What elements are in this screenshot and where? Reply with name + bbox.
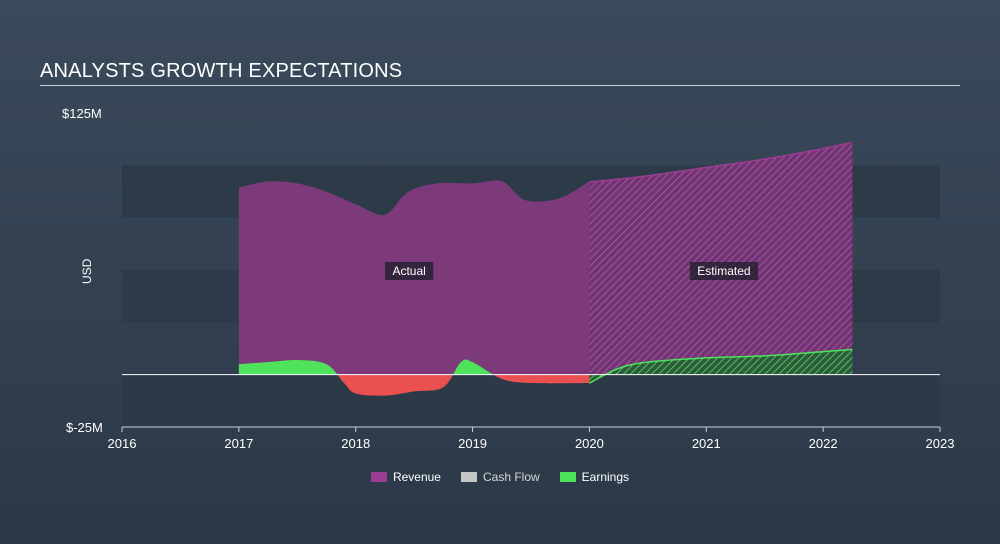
- legend-item-earnings[interactable]: Earnings: [559, 470, 630, 484]
- region-tag-actual: Actual: [392, 264, 425, 278]
- legend-label-revenue: Revenue: [392, 470, 441, 484]
- revenue-line-actual: [238, 180, 590, 217]
- legend-swatch-revenue: [370, 472, 387, 482]
- x-tick-label-2016: 2016: [108, 436, 137, 451]
- title-divider: [40, 85, 960, 86]
- earnings-area-estimated: [589, 349, 853, 384]
- legend-swatch-cash-flow: [460, 472, 477, 482]
- revenue-area-estimated: [589, 142, 853, 375]
- legend-label-cash-flow: Cash Flow: [482, 470, 540, 484]
- earnings-line-estimated: [589, 348, 853, 384]
- x-tick-label-2022: 2022: [809, 436, 838, 451]
- legend-item-revenue[interactable]: Revenue: [370, 470, 441, 484]
- region-tag-bg-estimated: [689, 262, 759, 280]
- x-tick-label-2023: 2023: [926, 436, 955, 451]
- chart-legend: Revenue Cash Flow Earnings: [0, 470, 1000, 484]
- x-tick-label-2017: 2017: [224, 436, 253, 451]
- legend-item-cash-flow[interactable]: Cash Flow: [460, 470, 540, 484]
- legend-swatch-earnings: [559, 472, 576, 482]
- background-band: [122, 374, 940, 427]
- revenue-line-estimated: [589, 141, 853, 183]
- x-tick-label-2019: 2019: [458, 436, 487, 451]
- region-tag-bg-actual: [385, 262, 434, 280]
- y-tick-label-top: $125M: [62, 106, 102, 121]
- earnings-area-positive: [238, 359, 494, 375]
- x-tick-label-2018: 2018: [341, 436, 370, 451]
- legend-label-earnings: Earnings: [581, 470, 630, 484]
- region-tag-estimated: Estimated: [697, 264, 750, 278]
- chart-title: ANALYSTS GROWTH EXPECTATIONS: [40, 60, 403, 82]
- y-tick-label-bottom: $-25M: [66, 420, 103, 435]
- x-tick-label-2021: 2021: [692, 436, 721, 451]
- x-tick-label-2020: 2020: [575, 436, 604, 451]
- earnings-area-negative: [238, 374, 590, 396]
